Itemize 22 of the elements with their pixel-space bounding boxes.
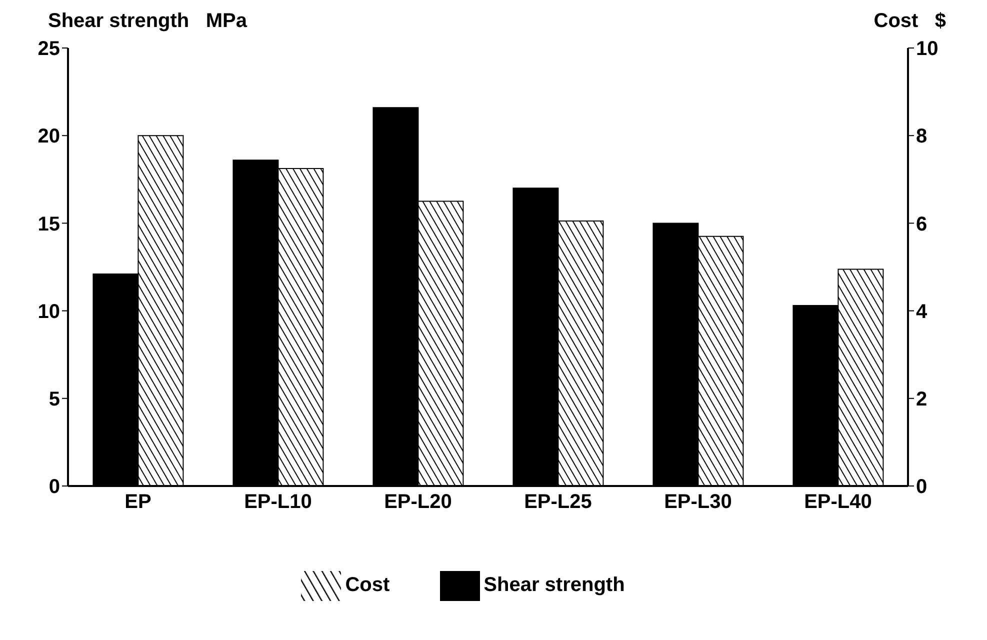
y2-tick-label: 8 <box>916 126 928 148</box>
y-tick-label: 25 <box>38 38 60 60</box>
x-tick-label: EP-L20 <box>384 491 452 514</box>
y-tick-label: 0 <box>48 476 60 498</box>
x-tick-label: EP-L25 <box>524 491 592 514</box>
y2-tick-label: 6 <box>916 213 928 236</box>
y2-tick-label: 4 <box>916 300 928 323</box>
y2-tick-label: 2 <box>916 388 928 410</box>
y2-tick-label: 10 <box>916 38 938 60</box>
x-tick-label: EP-L10 <box>244 491 312 514</box>
legend-label: Cost <box>345 574 390 596</box>
x-tick-label: EP-L30 <box>664 491 732 514</box>
y-tick-label: 15 <box>38 213 60 236</box>
y-axis-title: Shear strength MPa <box>48 10 247 33</box>
x-tick-label: EP <box>124 491 152 514</box>
legend-label: Shear strength <box>484 574 625 596</box>
y-tick-label: 20 <box>38 126 60 148</box>
y-tick-label: 10 <box>38 300 60 323</box>
x-tick-label: EP-L40 <box>804 491 872 514</box>
y2-axis-title: Cost $ <box>874 10 946 33</box>
y-tick-label: 5 <box>48 388 60 410</box>
y2-tick-label: 0 <box>916 476 928 498</box>
